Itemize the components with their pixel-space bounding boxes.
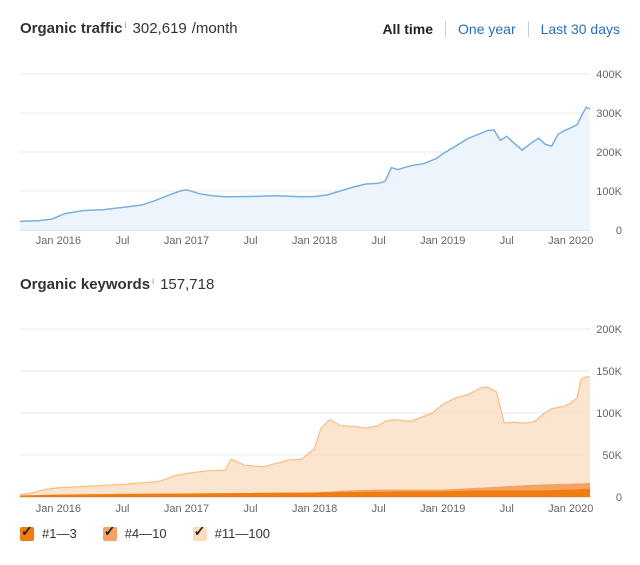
tab-last-30-days[interactable]: Last 30 days — [540, 21, 620, 37]
tab-separator — [445, 21, 447, 37]
x-tick-label: Jan 2019 — [420, 503, 465, 515]
tab-separator — [527, 21, 529, 37]
x-tick-label: Jan 2017 — [164, 503, 209, 515]
range-tabs: All time One year Last 30 days — [382, 21, 620, 37]
x-tick-label: Jan 2020 — [548, 503, 593, 515]
y-tick-label: 200K — [596, 324, 622, 336]
check-icon: ✓ — [21, 522, 33, 539]
kw-area-top3 — [20, 489, 590, 497]
checkbox-4-10[interactable]: ✓ — [102, 523, 117, 541]
x-tick-label: Jul — [115, 503, 129, 515]
y-tick-label: 0 — [616, 492, 622, 504]
traffic-area — [20, 107, 590, 230]
tab-one-year[interactable]: One year — [458, 21, 516, 37]
kw-area-top3-line — [19, 488, 591, 497]
info-icon[interactable]: i — [152, 276, 155, 286]
traffic-header: Organic traffic i 302,619 /month — [20, 20, 238, 37]
x-tick-label: Jan 2018 — [292, 503, 337, 515]
y-tick-label: 100K — [596, 186, 622, 198]
x-tick-label: Jan 2018 — [292, 235, 337, 247]
kw-area-11-100 — [20, 376, 590, 497]
chart-legend: ✓ #1—3 ✓ #4—10 ✓ #11—100 — [20, 523, 296, 541]
tab-all-time[interactable]: All time — [382, 21, 434, 37]
x-tick-label: Jul — [244, 503, 258, 515]
traffic-title: Organic traffic — [20, 20, 123, 37]
y-tick-label: 150K — [596, 366, 622, 378]
traffic-value: 302,619 — [132, 20, 187, 37]
legend-item-11-100[interactable]: ✓ #11—100 — [192, 523, 271, 541]
y-tick-label: 50K — [602, 450, 622, 462]
legend-item-top3[interactable]: ✓ #1—3 — [20, 523, 77, 541]
check-icon: ✓ — [103, 522, 116, 539]
traffic-line — [19, 106, 591, 223]
checkbox-top3[interactable]: ✓ — [20, 523, 34, 541]
checkbox-11-100[interactable]: ✓ — [192, 523, 207, 541]
check-icon: ✓ — [193, 522, 206, 539]
x-tick-label: Jan 2016 — [36, 235, 81, 247]
x-tick-label: Jul — [372, 503, 386, 515]
y-tick-label: 0 — [616, 225, 622, 237]
x-tick-label: Jul — [115, 235, 129, 247]
keywords-header: Organic keywords i 157,718 — [20, 276, 214, 293]
x-tick-label: Jul — [500, 235, 514, 247]
x-tick-label: Jan 2017 — [164, 235, 209, 247]
legend-label: #11—100 — [214, 526, 271, 541]
y-tick-label: 300K — [596, 108, 622, 120]
traffic-unit: /month — [191, 20, 238, 37]
x-tick-label: Jul — [500, 503, 514, 515]
x-tick-label: Jan 2019 — [420, 235, 465, 247]
x-tick-label: Jul — [372, 235, 386, 247]
y-tick-label: 100K — [596, 408, 622, 420]
x-tick-label: Jan 2020 — [548, 235, 593, 247]
legend-item-4-10[interactable]: ✓ #4—10 — [102, 523, 167, 541]
kw-area-11-100-line — [19, 376, 590, 496]
legend-label: #1—3 — [42, 526, 77, 541]
y-tick-label: 200K — [596, 147, 622, 159]
legend-label: #4—10 — [124, 526, 167, 541]
x-tick-label: Jul — [244, 235, 258, 247]
keywords-title: Organic keywords — [20, 276, 151, 293]
y-tick-label: 400K — [596, 69, 622, 81]
x-tick-label: Jan 2016 — [36, 503, 81, 515]
info-icon[interactable]: i — [124, 20, 127, 30]
keywords-value: 157,718 — [160, 276, 215, 293]
